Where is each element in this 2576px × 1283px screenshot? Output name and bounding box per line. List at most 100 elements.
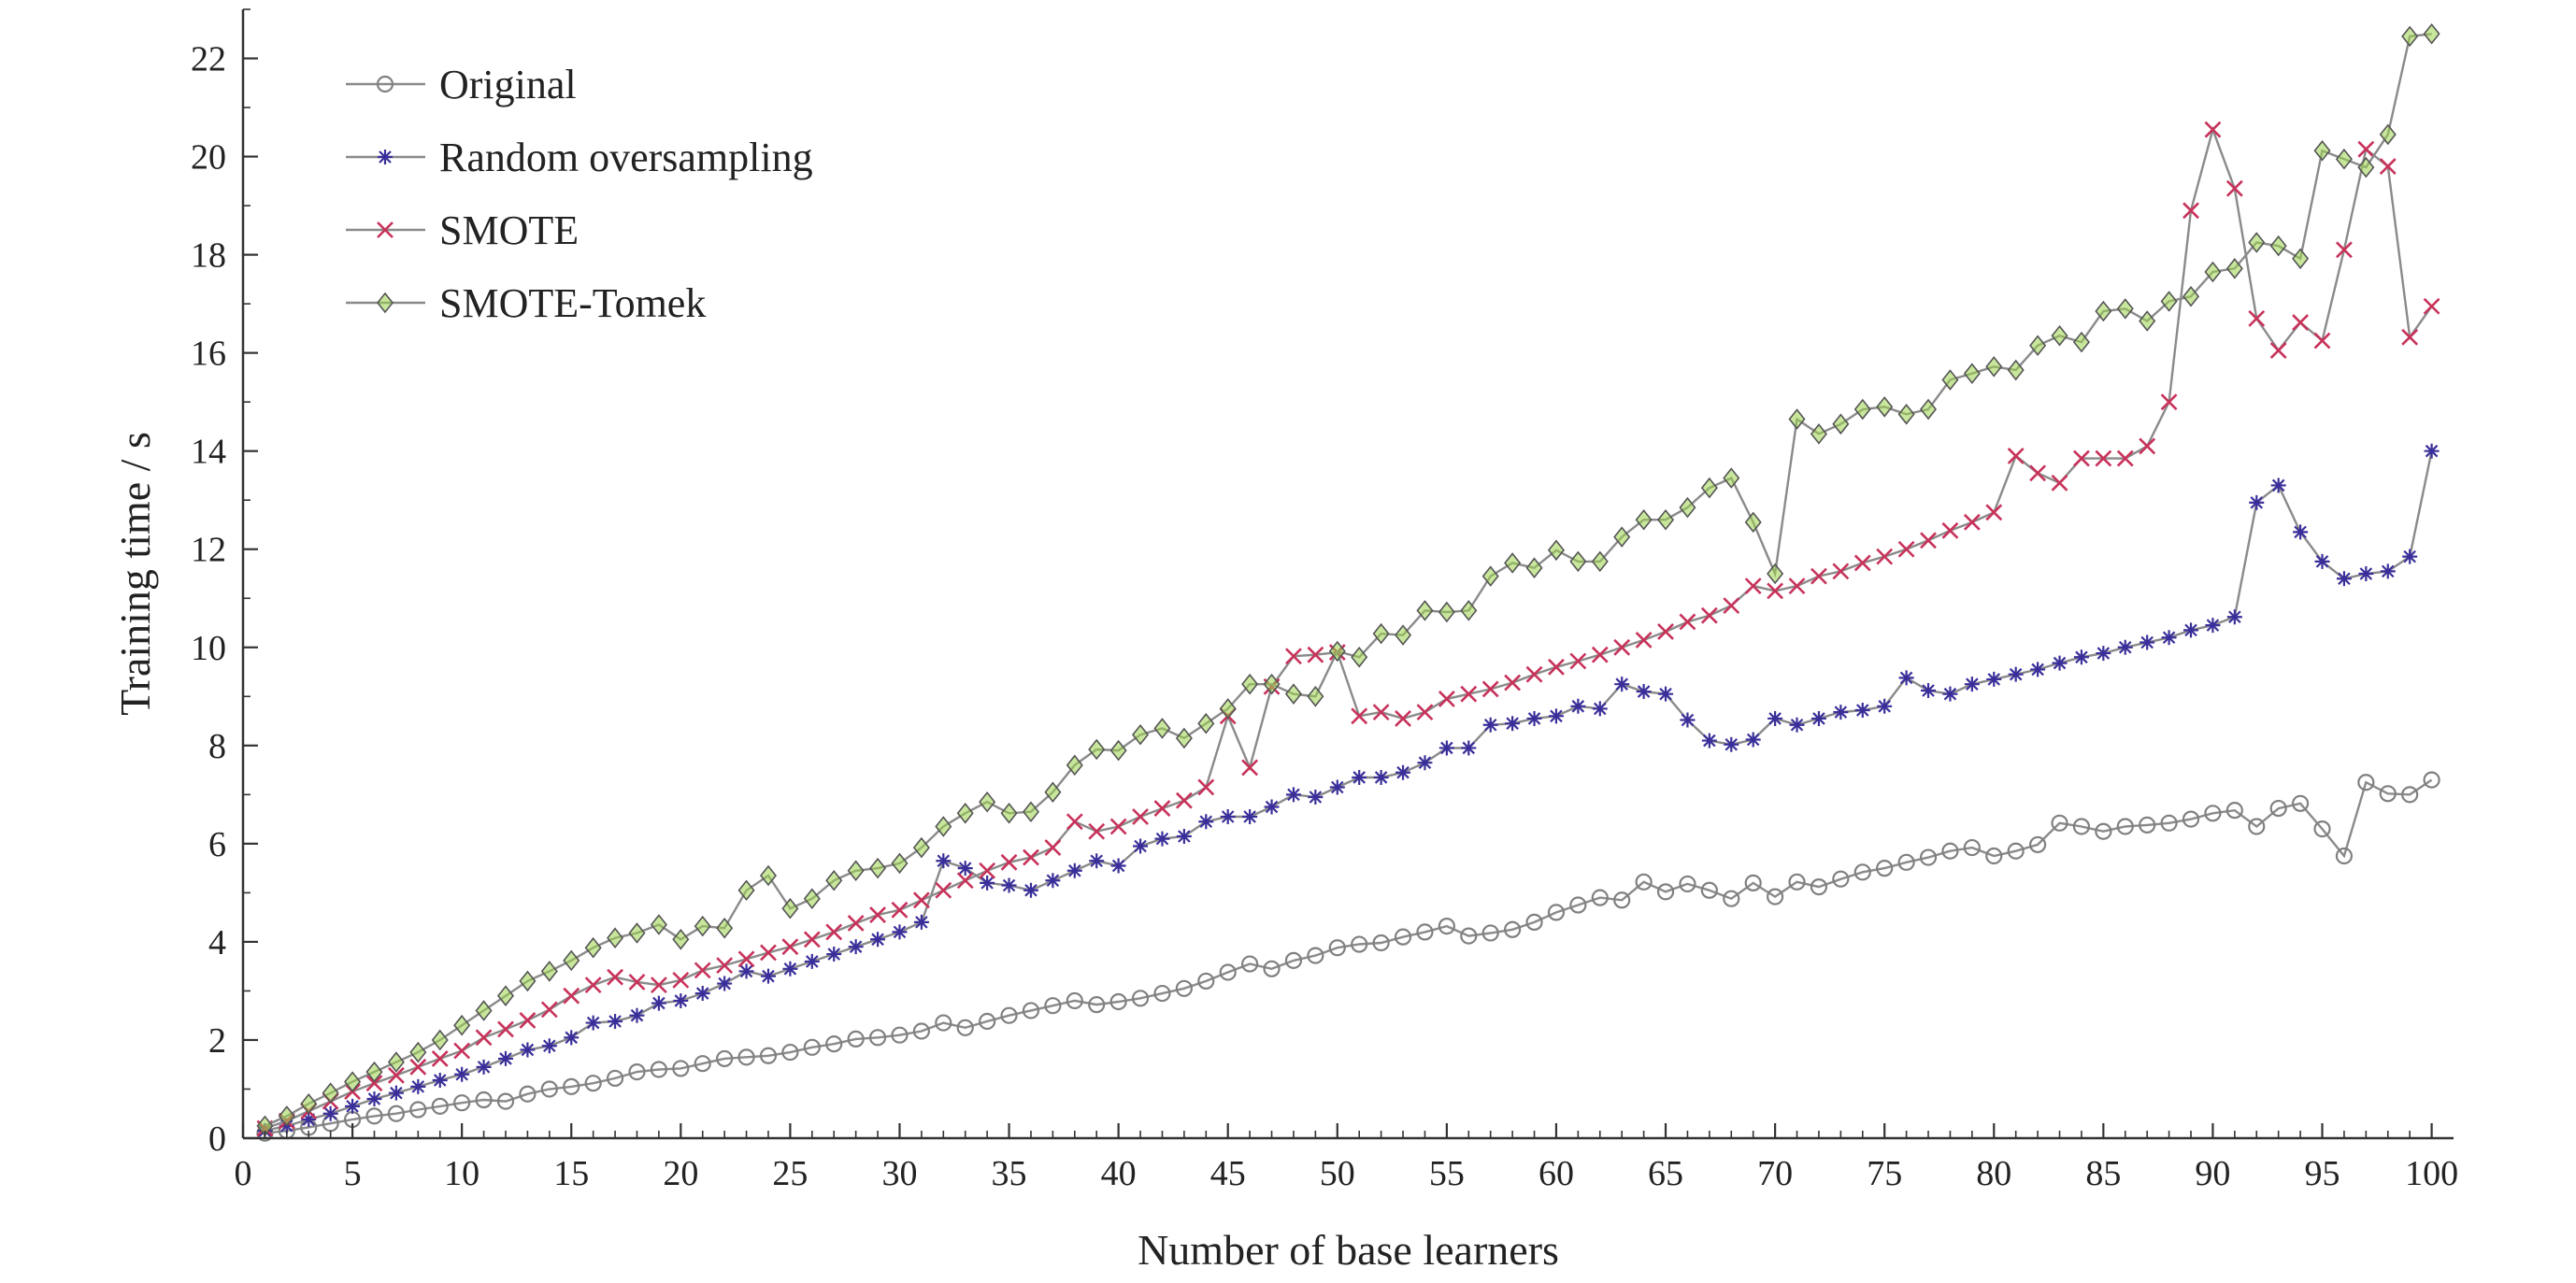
data-point-s1-74 xyxy=(1853,863,1871,881)
x-tick-label: 75 xyxy=(1867,1154,1902,1193)
data-point-s1-78 xyxy=(1941,842,1959,860)
data-point-s4-68 xyxy=(1723,467,1740,489)
data-point-s1-63 xyxy=(1613,891,1631,909)
data-point-s1-44 xyxy=(1197,972,1215,991)
data-point-s2-16 xyxy=(585,1015,601,1031)
data-point-s3-94 xyxy=(2292,314,2310,332)
data-point-s3-78 xyxy=(1941,521,1959,539)
x-tick-label: 15 xyxy=(553,1154,589,1193)
data-point-s1-85 xyxy=(2095,822,2112,840)
y-axis-label: Training time / s xyxy=(111,432,159,716)
data-point-s3-71 xyxy=(1788,577,1806,595)
y-tick-label: 6 xyxy=(208,825,226,864)
data-point-s4-33 xyxy=(956,803,974,824)
data-point-s1-15 xyxy=(563,1077,580,1095)
data-point-s2-96 xyxy=(2336,571,2352,587)
data-point-s4-55 xyxy=(1438,601,1455,623)
data-point-s3-66 xyxy=(1679,613,1696,631)
data-point-s1-71 xyxy=(1788,873,1806,891)
data-point-s3-39 xyxy=(1088,822,1106,840)
y-tick-label: 22 xyxy=(191,40,226,79)
data-point-s2-79 xyxy=(1964,677,1980,692)
data-point-s3-36 xyxy=(1023,848,1039,866)
data-point-s2-13 xyxy=(520,1042,536,1058)
data-point-s2-77 xyxy=(1921,683,1937,699)
data-point-s3-21 xyxy=(694,962,711,979)
data-point-s1-29 xyxy=(868,1029,887,1047)
data-point-s4-11 xyxy=(475,1000,493,1021)
data-point-s1-91 xyxy=(2225,802,2243,820)
data-point-s3-19 xyxy=(650,977,667,994)
data-point-s2-67 xyxy=(1701,733,1717,748)
data-point-s2-40 xyxy=(1110,858,1126,874)
data-point-s4-38 xyxy=(1066,754,1083,777)
series-line-2 xyxy=(265,450,2433,1133)
data-point-s4-41 xyxy=(1132,723,1150,746)
data-point-s2-41 xyxy=(1133,838,1149,854)
data-point-s2-52 xyxy=(1373,769,1389,785)
data-point-s4-83 xyxy=(2051,324,2068,347)
data-point-s1-25 xyxy=(781,1043,799,1062)
data-point-s3-31 xyxy=(912,891,930,909)
data-point-s1-59 xyxy=(1525,913,1543,932)
data-point-s3-76 xyxy=(1897,540,1915,558)
y-tick-label: 14 xyxy=(191,433,226,472)
data-point-s3-65 xyxy=(1657,623,1674,640)
data-point-s4-80 xyxy=(1985,356,2003,378)
data-point-s4-28 xyxy=(847,860,865,882)
data-point-s2-15 xyxy=(564,1030,580,1046)
data-point-s4-29 xyxy=(869,857,887,879)
data-point-s3-73 xyxy=(1832,563,1850,580)
data-point-s1-81 xyxy=(2007,842,2025,860)
data-point-s4-27 xyxy=(825,869,843,891)
data-point-s2-92 xyxy=(2249,494,2265,510)
data-point-s3-42 xyxy=(1153,800,1171,817)
data-point-s3-33 xyxy=(956,872,974,890)
data-point-s2-23 xyxy=(738,963,754,979)
data-point-s4-13 xyxy=(519,970,537,992)
data-point-s1-66 xyxy=(1679,875,1696,893)
x-tick-label: 55 xyxy=(1429,1154,1465,1193)
data-point-s1-14 xyxy=(540,1080,558,1098)
data-point-s4-54 xyxy=(1416,600,1434,621)
data-point-s4-60 xyxy=(1547,539,1565,562)
series-line-4 xyxy=(264,33,2432,1127)
data-point-s4-17 xyxy=(607,927,624,948)
data-point-s2-62 xyxy=(1592,701,1608,717)
data-point-s2-60 xyxy=(1548,708,1564,724)
data-point-s2-54 xyxy=(1417,755,1433,771)
data-point-s1-34 xyxy=(979,1012,996,1031)
data-point-s4-36 xyxy=(1022,801,1039,823)
data-point-s2-8 xyxy=(410,1078,426,1094)
x-tick-label: 100 xyxy=(2405,1154,2458,1193)
data-point-s3-72 xyxy=(1810,567,1827,585)
data-point-s1-86 xyxy=(2116,818,2134,835)
data-point-s4-7 xyxy=(387,1051,405,1073)
data-point-s2-21 xyxy=(694,986,710,1002)
x-tick-label: 20 xyxy=(663,1154,698,1193)
data-point-s2-59 xyxy=(1526,710,1542,726)
data-point-s2-7 xyxy=(388,1085,404,1101)
data-point-s4-52 xyxy=(1372,622,1390,645)
data-point-s3-9 xyxy=(431,1049,449,1067)
y-tick-label: 8 xyxy=(208,727,226,766)
data-point-s4-3 xyxy=(300,1092,318,1115)
data-point-s4-56 xyxy=(1460,600,1478,621)
data-point-s1-38 xyxy=(1066,991,1083,1010)
legend-label-1: Original xyxy=(439,62,577,107)
series-line-1 xyxy=(265,778,2433,1134)
data-point-s2-63 xyxy=(1614,677,1630,692)
data-point-s4-30 xyxy=(891,852,909,875)
data-point-s4-74 xyxy=(1853,398,1871,421)
data-point-s3-17 xyxy=(607,968,623,986)
x-tick-label: 80 xyxy=(1976,1154,2011,1193)
data-point-s2-76 xyxy=(1898,670,1914,686)
x-tick-label: 50 xyxy=(1320,1154,1355,1193)
data-point-s1-80 xyxy=(1985,847,2003,865)
data-point-s2-36 xyxy=(1023,882,1038,898)
data-point-s1-13 xyxy=(519,1085,537,1103)
x-tick-label: 45 xyxy=(1210,1154,1246,1193)
legend-marker-1 xyxy=(376,75,394,93)
data-point-s1-40 xyxy=(1109,992,1127,1011)
data-point-s2-64 xyxy=(1636,684,1652,700)
